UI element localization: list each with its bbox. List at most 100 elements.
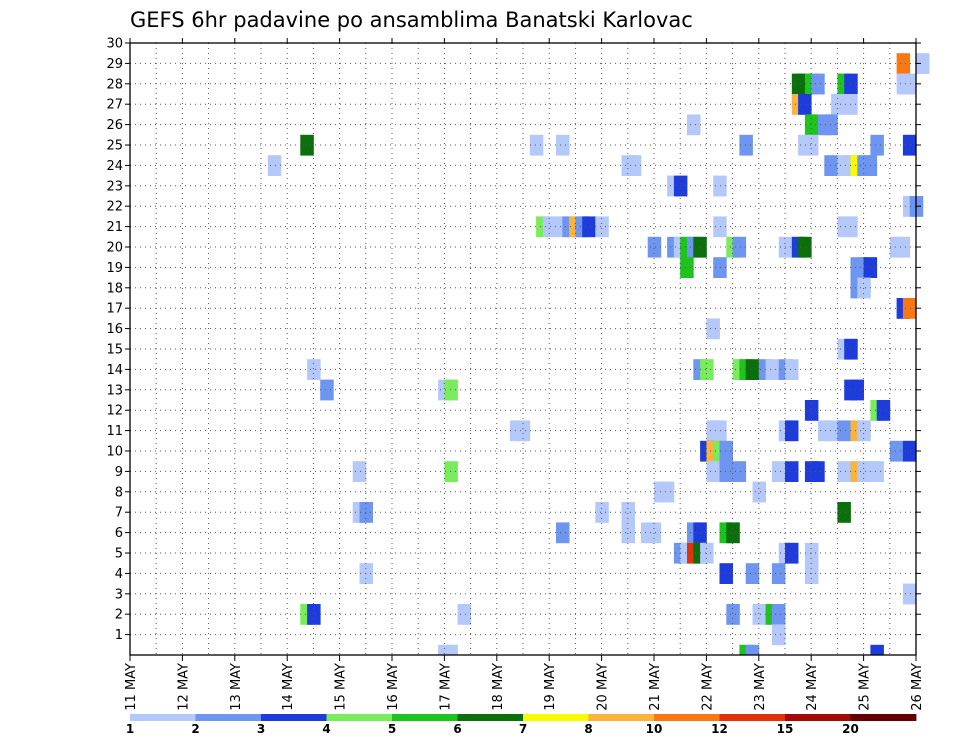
heatmap-cell-163 [771, 624, 786, 646]
heatmap-cell-118 [785, 461, 799, 482]
y-tick-label-26: 26 [106, 118, 123, 133]
colorbar-label-2: 2 [191, 722, 199, 736]
heatmap-cell-167 [745, 644, 760, 656]
x-tick-label-7: 18 MAY [491, 663, 506, 711]
heatmap-cell-100 [785, 420, 799, 442]
heatmap-cells [267, 53, 930, 656]
heatmap-cell-135 [621, 522, 636, 544]
heatmap-cell-112 [352, 461, 367, 482]
colorbar-label-15: 15 [777, 722, 794, 736]
colorbar-label-3: 3 [257, 722, 265, 736]
y-tick-label-2: 2 [115, 608, 123, 623]
heatmap-cell-74 [706, 318, 720, 340]
heatmap-cell-24 [804, 134, 819, 156]
heatmap-cell-26 [902, 134, 917, 156]
heatmap-cell-19 [300, 134, 314, 156]
heatmap-cell-91 [850, 379, 864, 401]
heatmap-cell-64 [896, 236, 911, 258]
heatmap-cell-109 [719, 440, 733, 462]
heatmap-cell-127 [660, 481, 675, 503]
heatmap-cell-110 [889, 440, 904, 462]
colorbar-swatch-1 [130, 714, 196, 721]
heatmap-cell-96 [516, 420, 531, 442]
heatmap-cell-121 [837, 461, 851, 482]
heatmap-cell-148 [785, 542, 799, 564]
heatmap-cell-47 [582, 216, 596, 238]
heatmap-cell-133 [621, 502, 636, 523]
grid-lines [130, 42, 916, 655]
x-tick-label-2: 13 MAY [229, 663, 244, 711]
colorbar-swatch-4 [326, 714, 393, 721]
heatmap-cell-52 [647, 236, 662, 258]
heatmap-cell-160 [752, 604, 767, 625]
x-tick-label-10: 21 MAY [648, 663, 663, 711]
heatmap-cell-132 [595, 502, 609, 523]
heatmap-cell-134 [556, 522, 570, 544]
heatmap-cell-125 [870, 461, 884, 482]
y-tick-label-15: 15 [106, 343, 123, 358]
heatmap-cell-42 [542, 216, 557, 238]
colorbar-label-1: 1 [126, 722, 134, 736]
y-tick-label-13: 13 [106, 383, 123, 398]
x-tick-label-8: 19 MAY [543, 663, 558, 711]
colorbar-label-10: 10 [646, 722, 663, 736]
heatmap-cell-162 [771, 604, 786, 625]
colorbar-swatch-11 [785, 714, 851, 721]
heatmap-cell-153 [771, 563, 786, 584]
heatmap-cell-59 [732, 236, 747, 258]
y-tick-label-9: 9 [115, 465, 123, 480]
colorbar-swatch-3 [261, 714, 327, 721]
x-tick-label-1: 12 MAY [176, 663, 191, 711]
heatmap-cell-29 [627, 155, 642, 176]
x-tick-label-11: 22 MAY [700, 663, 715, 711]
heatmap-cell-65 [680, 257, 694, 278]
colorbar-label-7: 7 [519, 722, 527, 736]
heatmap-cell-102 [824, 420, 838, 442]
heatmap-cell-89 [444, 379, 458, 401]
heatmap-cell-98 [713, 420, 727, 442]
x-tick-label-13: 24 MAY [805, 663, 820, 711]
y-tick-label-21: 21 [106, 220, 123, 235]
x-tick-label-5: 16 MAY [386, 663, 401, 711]
heatmap-cell-94 [876, 400, 891, 421]
y-tick-label-3: 3 [115, 587, 123, 602]
colorbar-swatch-7 [523, 714, 589, 721]
heatmap-cell-111 [902, 440, 917, 462]
heatmap-cell-152 [745, 563, 760, 584]
y-tick-label-14: 14 [106, 363, 123, 378]
heatmap-cell-1 [916, 53, 930, 74]
heatmap-cell-77 [307, 359, 321, 380]
colorbar-swatch-5 [392, 714, 458, 721]
heatmap-cell-117 [771, 461, 786, 482]
heatmap-cell-151 [719, 563, 733, 584]
heatmap-cell-157 [307, 604, 321, 625]
heatmap-cell-27 [267, 155, 282, 176]
heatmap-cell-128 [752, 481, 767, 503]
heatmap-cell-38 [713, 175, 727, 197]
heatmap-cell-20 [529, 134, 544, 156]
x-tick-label-3: 14 MAY [281, 663, 296, 711]
heatmap-cell-0 [870, 644, 884, 656]
heatmap-cell-113 [444, 461, 458, 482]
x-axis-ticks: 11 MAY 12 MAY 13 MAY 14 MAY 15 MAY 16 MAY 17 M… [124, 38, 925, 711]
heatmap-cell-18 [687, 114, 701, 136]
y-tick-label-1: 1 [115, 628, 123, 643]
y-tick-label-10: 10 [106, 445, 123, 460]
colorbar-swatch-2 [195, 714, 262, 721]
heatmap-cell-86 [785, 359, 799, 380]
y-tick-label-6: 6 [115, 526, 123, 541]
heatmap-cell-21 [556, 134, 570, 156]
colorbar-label-20: 20 [842, 722, 859, 736]
heatmap-cell-66 [713, 257, 727, 278]
y-tick-label-22: 22 [106, 200, 123, 215]
y-tick-label-17: 17 [106, 302, 123, 317]
heatmap-cell-120 [811, 461, 825, 482]
x-tick-label-9: 20 MAY [596, 663, 611, 711]
x-tick-label-14: 25 MAY [858, 663, 873, 711]
y-axis-ticks: 1234567891011121314151617181920212223242… [106, 37, 921, 643]
heatmap-cell-103 [837, 420, 851, 442]
heatmap-cell-131 [359, 502, 374, 523]
heatmap-cell-159 [726, 604, 740, 625]
colorbar-label-4: 4 [322, 722, 330, 736]
